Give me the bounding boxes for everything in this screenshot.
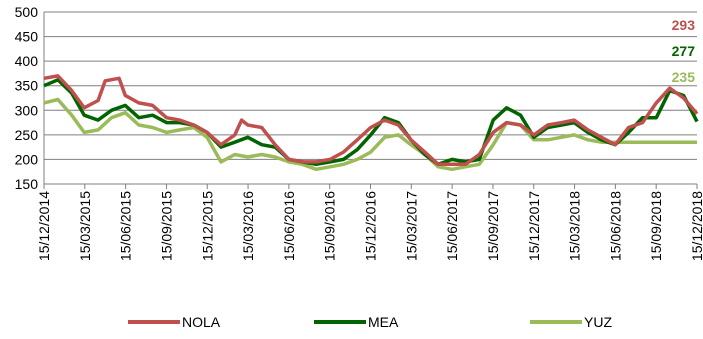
x-tick-label: 15/06/2018 bbox=[607, 191, 623, 261]
y-tick-label: 250 bbox=[15, 127, 39, 143]
x-tick-label: 15/09/2018 bbox=[648, 191, 664, 261]
legend-label-yuz: YUZ bbox=[584, 314, 612, 330]
x-tick-label: 15/12/2015 bbox=[199, 191, 215, 261]
end-label-nola: 293 bbox=[672, 17, 696, 33]
x-tick-label: 15/03/2015 bbox=[77, 191, 93, 261]
gridlines bbox=[44, 11, 697, 185]
x-tick-label: 15/06/2017 bbox=[444, 191, 460, 261]
x-tick-label: 15/03/2018 bbox=[567, 191, 583, 261]
series-lines bbox=[43, 74, 699, 172]
y-tick-label: 400 bbox=[15, 53, 39, 69]
y-tick-label: 450 bbox=[15, 29, 39, 45]
x-tick-label: 15/06/2015 bbox=[118, 191, 134, 261]
legend: NOLA MEA YUZ bbox=[128, 314, 612, 330]
y-tick-label: 500 bbox=[15, 4, 39, 20]
y-tick-label: 300 bbox=[15, 102, 39, 118]
x-tick-label: 15/09/2016 bbox=[322, 191, 338, 261]
y-axis: 150 200 250 300 350 400 450 500 bbox=[15, 4, 45, 192]
x-tick-label: 15/03/2017 bbox=[403, 191, 419, 261]
y-tick-label: 350 bbox=[15, 78, 39, 94]
x-tick-label: 15/03/2016 bbox=[240, 191, 256, 261]
end-label-mea: 277 bbox=[672, 43, 696, 59]
legend-label-mea: MEA bbox=[368, 314, 399, 330]
x-tick-label: 15/12/2018 bbox=[689, 191, 703, 261]
x-tick-label: 15/06/2016 bbox=[281, 191, 297, 261]
series-line-yuz bbox=[43, 97, 697, 172]
end-label-yuz: 235 bbox=[672, 69, 696, 85]
series-line-nola bbox=[43, 74, 699, 167]
legend-label-nola: NOLA bbox=[182, 314, 221, 330]
end-labels: 293 277 235 bbox=[672, 17, 696, 85]
x-axis: 15/12/2014 15/03/2015 15/06/2015 15/09/2015… bbox=[36, 184, 703, 261]
x-tick-label: 15/09/2015 bbox=[158, 191, 174, 261]
x-tick-label: 15/12/2017 bbox=[526, 191, 542, 261]
x-tick-label: 15/12/2014 bbox=[36, 191, 52, 261]
y-tick-label: 150 bbox=[15, 176, 39, 192]
series-line-mea bbox=[43, 78, 699, 167]
y-tick-label: 200 bbox=[15, 151, 39, 167]
x-tick-label: 15/12/2016 bbox=[363, 191, 379, 261]
x-tick-label: 15/09/2017 bbox=[485, 191, 501, 261]
